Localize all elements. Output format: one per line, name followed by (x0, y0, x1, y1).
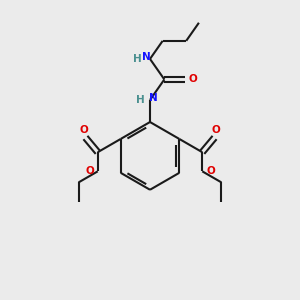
Text: O: O (80, 125, 88, 135)
Text: O: O (189, 74, 198, 84)
Text: O: O (212, 125, 220, 135)
Text: H: H (133, 54, 141, 64)
Text: N: N (142, 52, 151, 62)
Text: O: O (206, 166, 215, 176)
Text: O: O (85, 166, 94, 176)
Text: H: H (136, 95, 145, 105)
Text: N: N (149, 94, 158, 103)
